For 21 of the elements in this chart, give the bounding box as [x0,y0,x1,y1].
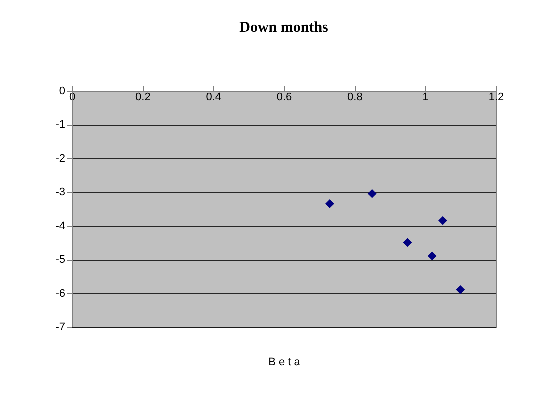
point [428,252,437,261]
y-tick-label: -7 [56,322,66,334]
y-tick-label: -2 [56,152,66,165]
x-tick-label: 0.2 [136,92,151,104]
point [403,238,412,248]
point [325,199,334,208]
y-tick-label: -6 [56,288,66,300]
y-tick-label: -4 [56,220,66,232]
y-tick-label: -5 [56,254,66,266]
x-tick-label: 0.4 [206,92,222,104]
y-tick-label: -1 [56,119,66,132]
x-tick-label: 1 [422,92,429,104]
y-tick-label: -3 [56,186,66,199]
x-tick-label: 1.2 [488,92,504,104]
x-tick-label: 0.6 [276,92,292,104]
chart-title: Down months [240,20,329,36]
point [438,216,448,226]
x-tick-label: 0.8 [348,92,363,104]
point [368,189,377,198]
point [456,285,466,294]
x-axis-title: B e t a [268,356,302,368]
